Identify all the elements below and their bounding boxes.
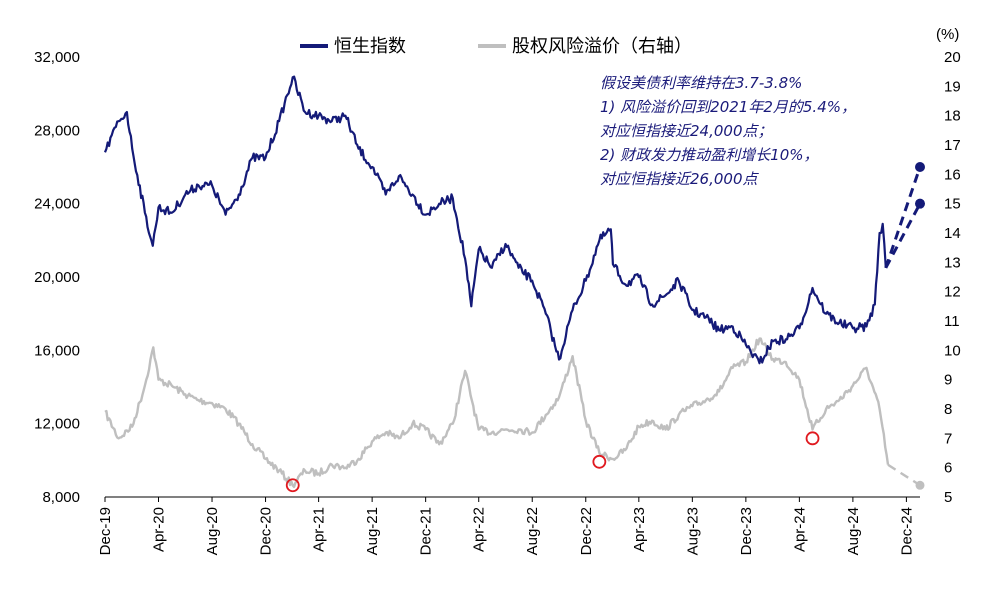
y-right-tick-label: 14	[944, 225, 961, 242]
y-right-tick-label: 20	[944, 49, 961, 66]
x-tick-label: Dec-20	[258, 507, 275, 555]
y-left-tick-label: 32,000	[34, 49, 80, 66]
x-tick-label: Apr-24	[791, 507, 808, 552]
y-right-tick-label: 19	[944, 78, 961, 95]
circled-low-marker-2	[592, 454, 607, 469]
legend-label-hsi: 恒生指数	[334, 36, 406, 57]
projection-end-point-2	[915, 162, 925, 172]
x-tick-label: Dec-21	[418, 507, 435, 555]
x-tick-label: Apr-22	[471, 507, 488, 552]
series-layer	[103, 75, 922, 489]
y-right-tick-label: 7	[944, 430, 952, 447]
projection-line-1	[884, 202, 922, 269]
y-left-tick-label: 28,000	[34, 122, 80, 139]
projection-end-point-3	[915, 480, 925, 490]
annotation-line-4: 2) 财政发力推动盈利增长10%，	[600, 146, 819, 164]
x-tick-label: Dec-24	[898, 507, 915, 555]
marker-layer	[285, 162, 925, 493]
x-tick-label: Dec-19	[97, 507, 114, 555]
x-tick-label: Apr-21	[311, 507, 328, 552]
projection-end-point-1	[915, 198, 925, 209]
y-right-tick-label: 5	[944, 489, 952, 506]
annotation-line-3: 对应恒指接近24,000点；	[600, 122, 773, 140]
legend: 恒生指数 股权风险溢价（右轴）	[300, 36, 692, 57]
x-tick-label: Aug-24	[845, 507, 862, 555]
series-line-hsi	[103, 75, 887, 365]
y-right-tick-label: 12	[944, 284, 961, 301]
y-right-tick-label: 11	[944, 313, 960, 330]
x-tick-label: Apr-20	[151, 507, 168, 552]
axes: 8,000 12,000 16,000 20,000 24,000 28,000 32,00…	[34, 49, 961, 555]
annotation-line-1: 假设美债利率维持在3.7-3.8%	[600, 74, 802, 92]
y-right-tick-label: 15	[944, 196, 961, 213]
series-line-erp	[104, 337, 890, 489]
projection-line-3	[887, 463, 921, 487]
x-tick-label: Aug-21	[364, 507, 381, 555]
y-right-tick-label: 10	[944, 342, 961, 359]
y-right-tick-label: 18	[944, 108, 961, 125]
circled-low-marker-1	[285, 478, 300, 493]
y-right-tick-label: 9	[944, 372, 952, 389]
y-right-tick-label: 17	[944, 137, 961, 154]
x-tick-label: Aug-20	[204, 507, 221, 555]
y-right-tick-label: 6	[944, 460, 952, 477]
y-right-tick-label: 8	[944, 401, 952, 418]
y-left-tick-label: 24,000	[34, 196, 80, 213]
x-tick-label: Apr-23	[631, 507, 648, 552]
x-tick-label: Dec-23	[738, 507, 755, 555]
y-right-tick-label: 16	[944, 166, 961, 183]
x-tick-label: Aug-23	[684, 507, 701, 555]
projection-line-2	[884, 166, 922, 269]
annotation-line-5: 对应恒指接近26,000点	[600, 170, 759, 188]
y-left-tick-label: 8,000	[42, 489, 80, 506]
annotation-line-2: 1) 风险溢价回到2021年2月的5.4%，	[600, 98, 856, 116]
y-left-tick-label: 20,000	[34, 269, 80, 286]
circled-low-marker-3	[805, 431, 820, 446]
x-tick-label: Dec-22	[578, 507, 595, 555]
y-left-tick-label: 16,000	[34, 342, 80, 359]
annotation-box: 假设美债利率维持在3.7-3.8% 1) 风险溢价回到2021年2月的5.4%，…	[600, 74, 856, 188]
y-right-tick-label: 13	[944, 254, 961, 271]
legend-label-erp: 股权风险溢价（右轴）	[512, 36, 692, 57]
x-tick-label: Aug-22	[524, 507, 541, 555]
right-axis-unit: (%)	[936, 26, 959, 43]
y-left-tick-label: 12,000	[34, 416, 80, 433]
